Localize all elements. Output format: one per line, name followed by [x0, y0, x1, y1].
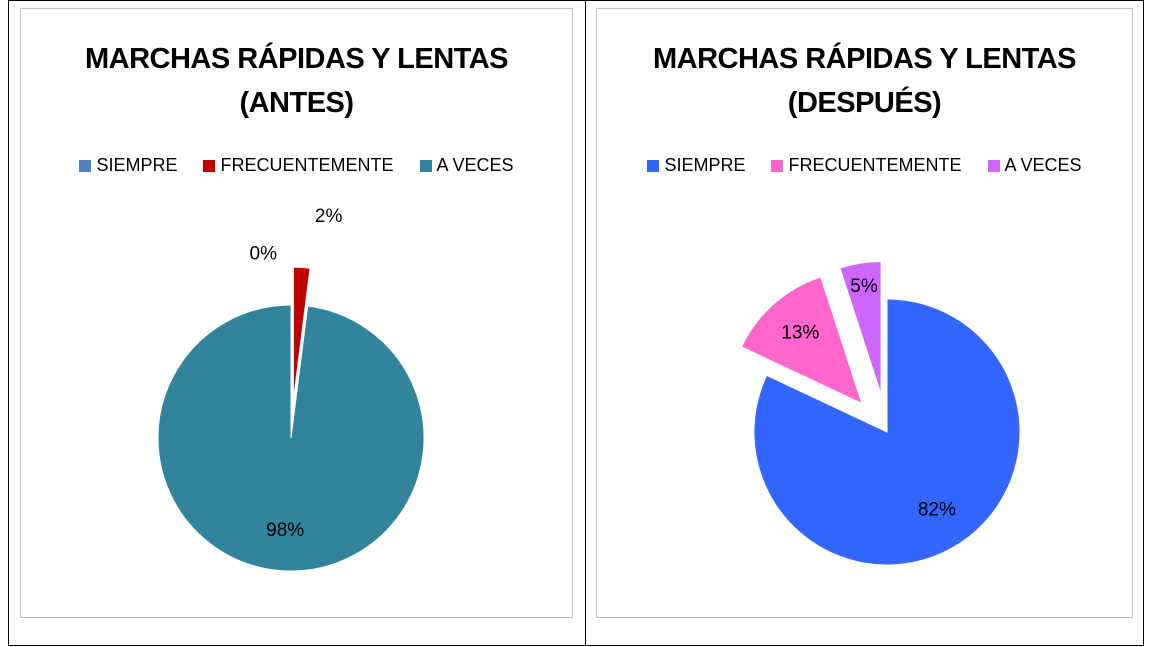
pie-slice: [839, 260, 882, 395]
data-label: 98%: [266, 520, 304, 541]
pie-slice: [157, 304, 425, 572]
legend-item: SIEMPRE: [79, 155, 177, 176]
pie: 82% 13% 5%: [740, 260, 1021, 566]
legend-swatch: [419, 159, 432, 172]
legend: SIEMPRE FRECUENTEMENTE A VECES: [597, 155, 1132, 176]
legend-label: FRECUENTEMENTE: [788, 155, 962, 175]
legend-swatch: [771, 159, 784, 172]
chart-frame: MARCHAS RÁPIDAS Y LENTAS (DESPUÉS) SIEMPR…: [596, 8, 1133, 618]
legend-item: FRECUENTEMENTE: [771, 155, 962, 176]
chart-frame: MARCHAS RÁPIDAS Y LENTAS (ANTES) SIEMPRE F…: [20, 8, 573, 618]
legend-label: SIEMPRE: [96, 155, 178, 175]
legend-label: A VECES: [1004, 155, 1082, 175]
data-label: 13%: [781, 323, 819, 344]
legend: SIEMPRE FRECUENTEMENTE A VECES: [21, 155, 572, 176]
pie-slice: [292, 266, 311, 401]
legend-item: A VECES: [987, 155, 1082, 176]
pie: 0% 2% 98%: [157, 206, 425, 572]
data-label: 0%: [250, 243, 278, 264]
legend-item: A VECES: [419, 155, 514, 176]
chart-title: MARCHAS RÁPIDAS Y LENTAS (DESPUÉS): [652, 43, 1077, 119]
legend-label: SIEMPRE: [664, 155, 746, 175]
pie-slice: [740, 276, 863, 405]
table-cell: [585, 0, 1144, 646]
data-label: 5%: [850, 276, 878, 297]
data-label: 2%: [315, 206, 343, 227]
data-label: 82%: [918, 500, 956, 521]
legend-item: SIEMPRE: [647, 155, 745, 176]
legend-swatch: [79, 159, 92, 172]
legend-item: FRECUENTEMENTE: [203, 155, 394, 176]
legend-swatch: [647, 159, 660, 172]
legend-label: A VECES: [436, 155, 514, 175]
legend-swatch: [203, 159, 216, 172]
legend-label: FRECUENTEMENTE: [220, 155, 394, 175]
legend-swatch: [987, 159, 1000, 172]
chart-title: MARCHAS RÁPIDAS Y LENTAS (ANTES): [84, 43, 509, 119]
pie-slice: [753, 298, 1021, 566]
